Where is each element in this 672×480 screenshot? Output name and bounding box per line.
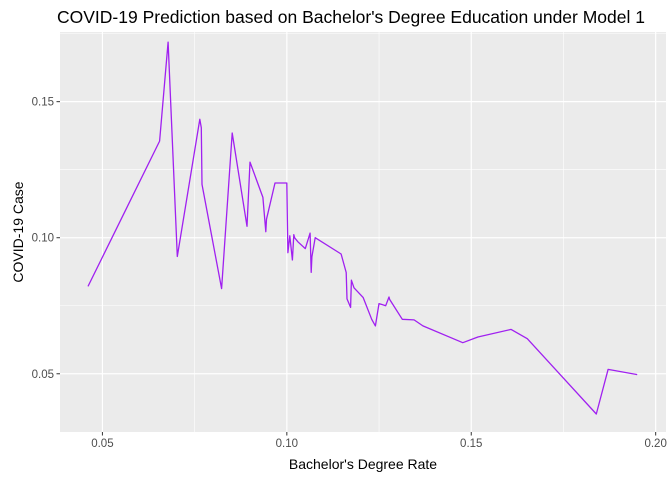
x-tick-label: 0.20 [644, 438, 666, 450]
plot-panel [60, 32, 666, 432]
axis-ticks: 0.05 0.10 0.15 0.20 0.05 0.10 0.15 [32, 97, 667, 450]
series-line [87, 41, 638, 415]
chart-title: COVID-19 Prediction based on Bachelor's … [57, 7, 645, 27]
y-tick-label: 0.05 [32, 369, 54, 381]
x-tick-label: 0.10 [276, 438, 298, 450]
y-tick-label: 0.10 [32, 233, 54, 245]
y-axis-title: COVID-19 Case [10, 181, 26, 282]
x-tick-label: 0.15 [460, 438, 482, 450]
grid-lines [60, 32, 666, 432]
x-axis-title: Bachelor's Degree Rate [289, 456, 437, 472]
x-tick-label: 0.05 [91, 438, 113, 450]
y-tick-label: 0.15 [32, 97, 54, 109]
series-layer [87, 41, 638, 415]
